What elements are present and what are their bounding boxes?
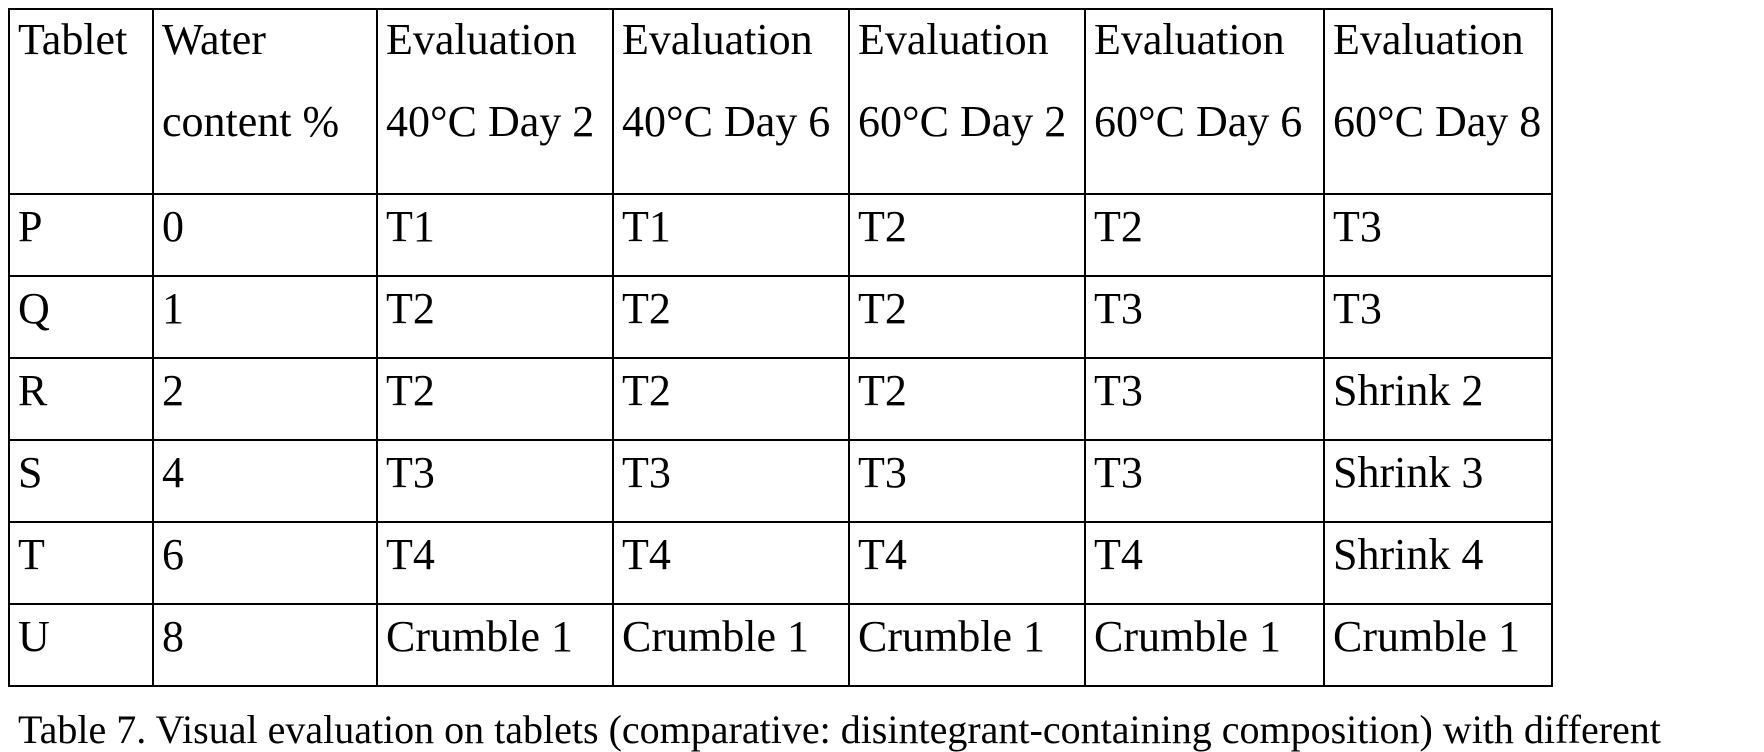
table-cell: T4: [849, 522, 1085, 604]
table-cell: 2: [153, 358, 377, 440]
table-cell: T4: [1085, 522, 1324, 604]
table-cell: Crumble 1: [1324, 604, 1552, 686]
table-cell: T1: [377, 194, 613, 276]
table-cell: Shrink 3: [1324, 440, 1552, 522]
table-cell: 6: [153, 522, 377, 604]
table-cell: Crumble 1: [849, 604, 1085, 686]
table-caption: Table 7. Visual evaluation on tablets (c…: [18, 710, 1661, 750]
table-cell: U: [9, 604, 153, 686]
table-cell: T4: [613, 522, 849, 604]
table-row: S 4 T3 T3 T3 T3 Shrink 3: [9, 440, 1552, 522]
table-cell: T4: [377, 522, 613, 604]
header-water-content: Watercontent %: [153, 9, 377, 194]
table-cell: T2: [1085, 194, 1324, 276]
table-cell: P: [9, 194, 153, 276]
table-cell: T3: [377, 440, 613, 522]
table-cell: S: [9, 440, 153, 522]
table-cell: Crumble 1: [377, 604, 613, 686]
results-table: Tablet Watercontent % Evaluation40°C Day…: [8, 8, 1553, 687]
table-cell: 0: [153, 194, 377, 276]
table-cell: T2: [377, 276, 613, 358]
table-row: R 2 T2 T2 T2 T3 Shrink 2: [9, 358, 1552, 440]
table-cell: T2: [613, 358, 849, 440]
table-cell: T2: [849, 276, 1085, 358]
table-row: Q 1 T2 T2 T2 T3 T3: [9, 276, 1552, 358]
header-row: Tablet Watercontent % Evaluation40°C Day…: [9, 9, 1552, 194]
header-eval-60c-day6: Evaluation60°C Day 6: [1085, 9, 1324, 194]
table-cell: 8: [153, 604, 377, 686]
table-cell: T1: [613, 194, 849, 276]
table-cell: R: [9, 358, 153, 440]
table-cell: T2: [613, 276, 849, 358]
header-eval-60c-day8: Evaluation60°C Day 8: [1324, 9, 1552, 194]
table-row: P 0 T1 T1 T2 T2 T3: [9, 194, 1552, 276]
table-cell: T3: [1324, 276, 1552, 358]
table-cell: T2: [849, 194, 1085, 276]
header-tablet: Tablet: [9, 9, 153, 194]
table-row: T 6 T4 T4 T4 T4 Shrink 4: [9, 522, 1552, 604]
table-cell: Crumble 1: [613, 604, 849, 686]
table-cell: Crumble 1: [1085, 604, 1324, 686]
table-cell: T3: [1085, 440, 1324, 522]
table-cell: 1: [153, 276, 377, 358]
header-eval-40c-day2: Evaluation40°C Day 2: [377, 9, 613, 194]
table-cell: Shrink 4: [1324, 522, 1552, 604]
table-cell: 4: [153, 440, 377, 522]
table-cell: Shrink 2: [1324, 358, 1552, 440]
table-cell: T2: [849, 358, 1085, 440]
table-cell: T3: [1324, 194, 1552, 276]
table-cell: T3: [849, 440, 1085, 522]
table-cell: T3: [1085, 276, 1324, 358]
table-cell: T: [9, 522, 153, 604]
header-eval-40c-day6: Evaluation40°C Day 6: [613, 9, 849, 194]
table-cell: Q: [9, 276, 153, 358]
table-row: U 8 Crumble 1 Crumble 1 Crumble 1 Crumbl…: [9, 604, 1552, 686]
header-eval-60c-day2: Evaluation60°C Day 2: [849, 9, 1085, 194]
table-cell: T2: [377, 358, 613, 440]
table-cell: T3: [1085, 358, 1324, 440]
table-cell: T3: [613, 440, 849, 522]
